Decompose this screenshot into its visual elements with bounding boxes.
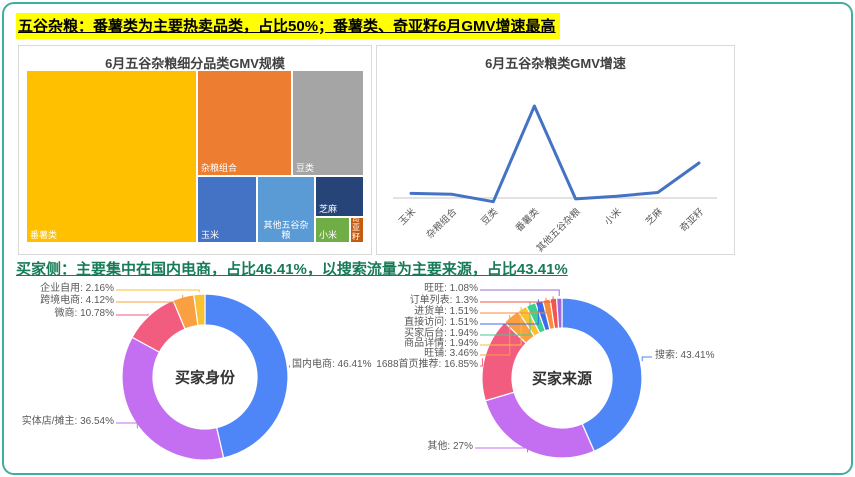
treemap-tile[interactable]: 杂粮组合 [198, 71, 291, 175]
treemap-tile-label: 番薯类 [30, 230, 58, 240]
donut-svg [475, 289, 652, 459]
pie-slice-label: 微商: 10.78% [54, 308, 114, 319]
treemap-tiles: 番薯类 杂粮组合 豆类玉米 其他五谷杂粮 芝麻小米 奇亚籽 [27, 71, 363, 242]
section2-title: 买家侧：主要集中在国内电商，占比46.41%，以搜索流量为主要来源，占比43.4… [16, 261, 568, 278]
section1-title: 五谷杂粮：番薯类为主要热卖品类，占比50%；番薯类、奇亚籽6月GMV增速最高 [16, 13, 560, 39]
treemap-title: 6月五谷杂粮细分品类GMV规模 [105, 56, 285, 71]
treemap-tile-label: 小米 [319, 230, 338, 240]
pie-slice[interactable] [121, 336, 225, 461]
pie-label-leader-line [116, 313, 149, 316]
pie-slice-label: 进货单: 1.51% [414, 306, 478, 317]
buyer-source-donut: 搜索: 43.41% 其他: 27% 1688首页推荐: 16.85% 旺铺: 3.4… [376, 282, 852, 472]
pie-slice-label: 跨境电商: 4.12% [40, 295, 114, 306]
section1-title-rest: 为主要热卖品类，占比50%；番薯类、奇亚籽6月GMV增速最高 [138, 18, 556, 35]
pie-slice-label: 国内电商: 46.41% [292, 359, 372, 370]
line-chart-card: 6月五谷杂粮类GMV增速 玉米 杂粮组合 豆类 番薯类 其他五谷杂粮 小米 芝麻 奇亚籽 [376, 45, 735, 255]
treemap-tile[interactable]: 豆类 [293, 71, 363, 175]
treemap-tile-label: 玉米 [201, 230, 220, 240]
pie-slice-label: 实体店/摊主: 36.54% [21, 416, 114, 427]
pie-label-leader-line [475, 447, 528, 453]
pie-label-leader-line [480, 358, 483, 367]
x-axis-tick-label: 玉米 [396, 205, 418, 227]
pie-label-leader-line [480, 314, 511, 356]
pie-label-leader-line [289, 365, 290, 368]
pie-label-leader-line [480, 299, 539, 325]
pie-slice-label: 企业自用: 2.16% [40, 283, 114, 294]
treemap-tile-label: 杂粮组合 [201, 163, 238, 173]
treemap-tile-label: 豆类 [296, 163, 315, 173]
x-axis-tick-label: 芝麻 [643, 205, 665, 227]
pie-label-leader-line [480, 296, 554, 303]
section1-title-emphasis: 五谷杂粮：番薯类 [18, 18, 139, 35]
pie-label-leader-line [116, 295, 184, 303]
x-axis-tick-label: 奇亚籽 [677, 205, 706, 234]
line-chart-title: 6月五谷杂粮类GMV增速 [485, 56, 626, 71]
pie-slice-label: 订单列表: 1.3% [409, 295, 478, 306]
pie-label-leader-line [480, 289, 560, 296]
pie-slice[interactable] [561, 297, 643, 453]
gmv-growth-line [409, 104, 701, 204]
x-axis-tick-label: 小米 [602, 205, 624, 227]
x-axis-tick-label: 杂粮组合 [424, 205, 460, 241]
pie-slice-label: 其他: 27% [427, 441, 473, 452]
pie-slice-label: 商品详情: 1.94% [404, 338, 478, 349]
pie-label-leader-line [116, 422, 138, 429]
treemap-tile[interactable]: 其他五谷杂粮 [258, 177, 314, 242]
pie-label-leader-line [116, 289, 200, 293]
x-axis-tick-label: 豆类 [478, 205, 500, 227]
treemap-tile[interactable]: 小米 [316, 218, 349, 242]
pie-slice-label: 旺铺: 3.46% [424, 348, 478, 359]
treemap-tile-label: 奇亚籽 [352, 218, 360, 241]
pie-slice[interactable] [555, 297, 563, 329]
treemap-tile[interactable]: 芝麻 [316, 177, 363, 216]
pie-slice-label: 1688首页推荐: 16.85% [376, 359, 478, 370]
treemap-tile[interactable]: 奇亚籽 [351, 218, 363, 242]
pie-label-leader-line [480, 297, 547, 314]
pie-slice-label: 买家后台: 1.94% [404, 328, 478, 339]
x-axis-tick-label: 番薯类 [513, 205, 542, 234]
pie-slice-label: 搜索: 43.41% [655, 350, 715, 361]
pie-slice-label: 直接访问: 1.51% [404, 317, 478, 328]
pie-label-leader-line [480, 306, 522, 346]
treemap-card: 6月五谷杂粮细分品类GMV规模 番薯类 杂粮组合 豆类玉米 其他五谷杂粮 芝麻小米 奇亚籽 [18, 45, 372, 255]
treemap-tile-label: 其他五谷杂粮 [263, 220, 309, 240]
donut-center-label: 买家身份 [174, 369, 236, 387]
pie-slice-label: 旺旺: 1.08% [424, 283, 478, 294]
treemap-tile-label: 芝麻 [319, 204, 338, 214]
treemap-tile[interactable]: 番薯类 [27, 71, 196, 242]
donut-svg [116, 289, 290, 461]
pie-slice[interactable] [193, 293, 206, 327]
buyer-identity-donut: 国内电商: 46.41% 实体店/摊主: 36.54% 微商: 10.78% 跨境电商… [16, 282, 436, 472]
x-axis-tick-label: 其他五谷杂粮 [534, 205, 583, 254]
treemap-tile[interactable]: 玉米 [198, 177, 256, 242]
pie-slice[interactable] [204, 293, 289, 459]
donut-center-label: 买家来源 [531, 370, 593, 388]
pie-label-leader-line [641, 356, 652, 362]
